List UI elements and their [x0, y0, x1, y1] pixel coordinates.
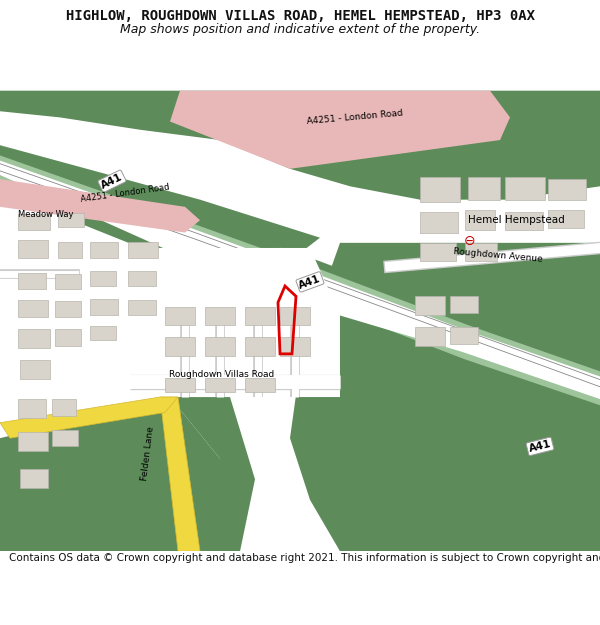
Bar: [55, 301, 81, 317]
Bar: [280, 338, 310, 356]
Bar: [90, 271, 116, 286]
Bar: [90, 326, 116, 341]
Bar: [20, 469, 48, 488]
Bar: [205, 307, 235, 325]
Bar: [18, 214, 50, 231]
Polygon shape: [170, 397, 255, 551]
Text: Hemel Hempstead: Hemel Hempstead: [468, 215, 565, 225]
Bar: [90, 299, 118, 315]
Polygon shape: [220, 91, 600, 199]
Polygon shape: [0, 179, 200, 232]
Polygon shape: [60, 248, 340, 397]
Text: ⊖: ⊖: [464, 234, 476, 248]
Text: Map shows position and indicative extent of the property.: Map shows position and indicative extent…: [120, 22, 480, 36]
Bar: [52, 399, 76, 416]
Text: Meadow Way: Meadow Way: [18, 209, 74, 219]
Bar: [58, 213, 84, 228]
Bar: [55, 329, 81, 346]
Polygon shape: [0, 397, 178, 438]
Bar: [420, 177, 460, 202]
Bar: [420, 212, 458, 232]
Bar: [548, 210, 584, 229]
Bar: [245, 307, 275, 325]
Bar: [245, 338, 275, 356]
Text: Roughdown Villas Road: Roughdown Villas Road: [169, 370, 275, 379]
Bar: [415, 296, 445, 315]
Bar: [165, 378, 195, 392]
Bar: [420, 243, 456, 261]
Bar: [205, 378, 235, 392]
Polygon shape: [0, 145, 320, 253]
Bar: [415, 327, 445, 346]
Bar: [18, 329, 50, 348]
Bar: [90, 242, 118, 258]
Bar: [465, 210, 495, 231]
Bar: [450, 296, 478, 312]
Bar: [165, 307, 195, 325]
Polygon shape: [245, 261, 600, 397]
Text: A4251 - London Road: A4251 - London Road: [80, 182, 170, 204]
Bar: [18, 301, 48, 317]
Text: Contains OS data © Crown copyright and database right 2021. This information is : Contains OS data © Crown copyright and d…: [9, 554, 600, 564]
Text: A41: A41: [100, 172, 124, 191]
Bar: [18, 399, 46, 418]
Bar: [165, 338, 195, 356]
Bar: [505, 177, 545, 199]
Bar: [128, 242, 158, 258]
Bar: [245, 378, 275, 392]
Bar: [55, 274, 81, 289]
Bar: [18, 432, 48, 451]
Polygon shape: [0, 91, 220, 140]
Text: Roughdown Avenue: Roughdown Avenue: [453, 247, 543, 264]
Polygon shape: [0, 161, 600, 399]
Polygon shape: [0, 145, 600, 418]
Bar: [450, 327, 478, 344]
Text: A41: A41: [298, 273, 322, 291]
Bar: [505, 212, 543, 231]
Text: HIGHLOW, ROUGHDOWN VILLAS ROAD, HEMEL HEMPSTEAD, HP3 0AX: HIGHLOW, ROUGHDOWN VILLAS ROAD, HEMEL HE…: [65, 9, 535, 24]
Polygon shape: [290, 243, 600, 551]
Polygon shape: [160, 397, 200, 551]
Bar: [468, 177, 500, 199]
Text: Felden Lane: Felden Lane: [140, 426, 156, 481]
Bar: [52, 430, 78, 446]
Bar: [205, 338, 235, 356]
Bar: [58, 242, 82, 258]
Polygon shape: [170, 91, 510, 169]
Bar: [20, 360, 50, 379]
Bar: [128, 301, 156, 315]
Bar: [128, 271, 156, 286]
Text: A41: A41: [528, 439, 552, 454]
Polygon shape: [0, 397, 240, 551]
Text: A4251 - London Road: A4251 - London Road: [307, 109, 403, 126]
Polygon shape: [0, 156, 600, 405]
Bar: [18, 272, 46, 289]
Bar: [280, 307, 310, 325]
Bar: [18, 240, 48, 258]
Bar: [465, 243, 497, 261]
Bar: [548, 179, 586, 199]
